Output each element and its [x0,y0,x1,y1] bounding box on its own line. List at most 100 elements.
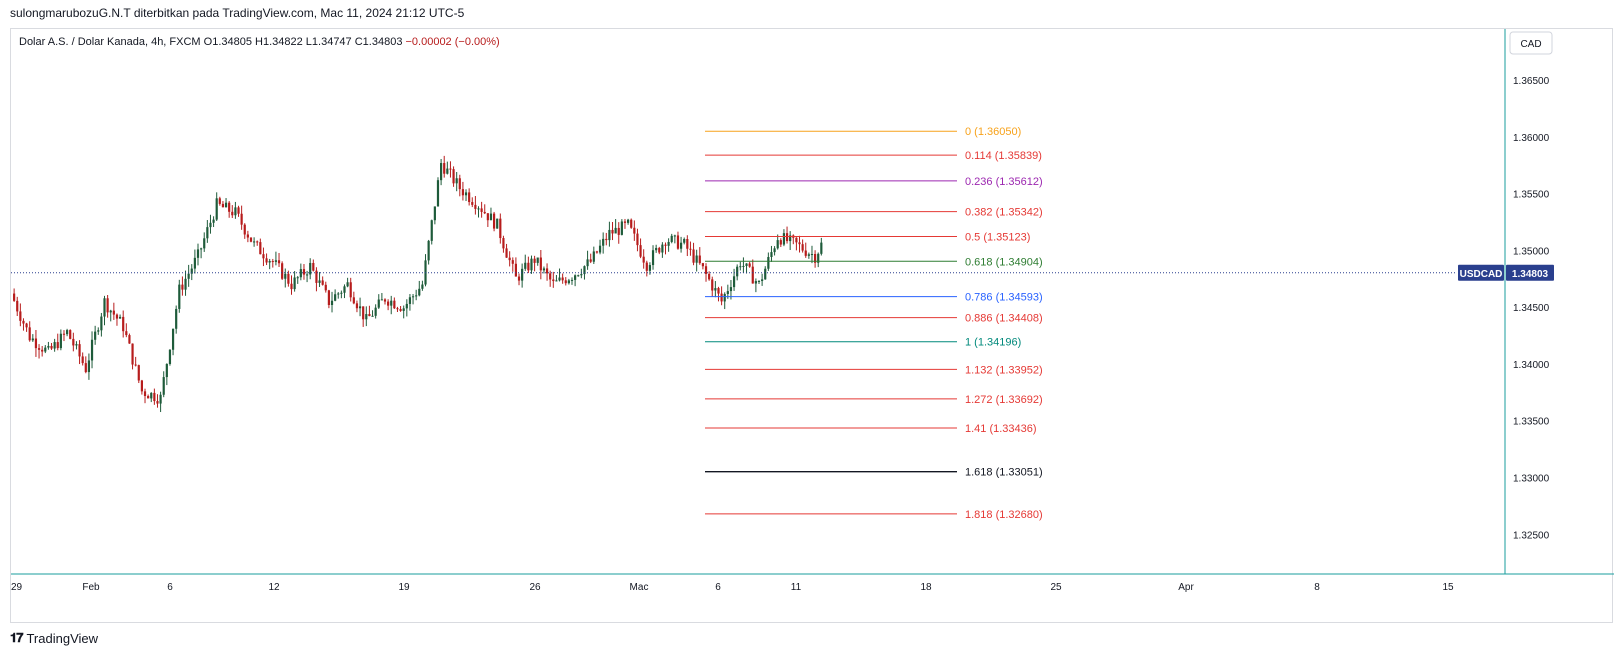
candle-body [651,250,655,266]
candle-body [343,286,346,293]
candle-body [589,259,592,262]
candle-body [658,247,661,253]
candle-body [349,282,352,298]
candle-body [231,211,234,216]
candle-body [492,213,496,229]
candle-body [106,298,109,313]
candle-body [533,258,536,263]
candle-body [228,202,231,212]
candle-body [28,327,31,341]
candle-body [215,198,218,220]
candle-body [776,240,779,249]
fib-level-label: 0.5 (1.35123) [965,231,1030,243]
candles-layer [13,155,823,413]
candle-body [94,331,97,340]
candle-body [754,281,757,284]
candle-body [377,299,380,308]
candle-body [664,244,667,246]
price-change: −0.00002 (−0.00%) [402,36,499,48]
candle-body [708,273,711,280]
fib-level-label: 0.618 (1.34904) [965,256,1043,268]
candle-body [761,279,764,281]
fib-level-label: 1.41 (1.33436) [965,423,1037,435]
candle-body [118,316,122,319]
candle-body [268,261,271,263]
candle-body [732,276,736,288]
candle-body [309,262,312,275]
fib-level-label: 0.886 (1.34408) [965,313,1043,325]
candle-body [692,249,695,263]
fib-level-label: 0 (1.36050) [965,126,1021,138]
candle-body [645,262,648,271]
candle-body [147,396,150,399]
candle-body [72,338,75,346]
candle-body [287,273,290,284]
candle-body [471,202,474,205]
candle-body [346,282,349,287]
candle-body [729,287,733,292]
candle-body [334,294,337,301]
candle-body [44,347,47,352]
candle-body [642,256,645,263]
candle-body [446,168,449,174]
candle-body [723,293,726,302]
candle-body [461,189,465,196]
candle-body [181,284,184,290]
candle-body [112,310,115,315]
candle-body [371,315,374,317]
candle-body [156,401,159,404]
candle-body [655,247,658,251]
candle-body [539,257,542,271]
candle-body [598,245,602,253]
candle-body [109,310,112,313]
candle-body [296,277,299,279]
currency-button[interactable] [1509,31,1553,55]
candle-body [436,180,440,207]
candle-body [25,323,28,328]
candle-body [679,242,683,249]
candle-body [757,280,761,282]
candle-body [150,392,153,399]
candle-body [281,263,284,279]
candle-body [782,233,786,245]
price-tick-label: 1.36000 [1513,133,1550,144]
candle-body [430,220,433,241]
price-tick-label: 1.35500 [1513,190,1550,201]
chart-frame[interactable]: 0 (1.36050) 0.114 (1.35839) 0.236 (1.35612… [10,28,1614,624]
candle-body [131,343,134,365]
candle-body [399,309,402,311]
price-tick-label: 1.32500 [1513,530,1550,541]
candle-body [299,269,302,278]
candle-body [355,303,359,309]
candle-body [171,328,175,350]
candle-body [751,266,754,284]
candle-body [433,206,436,221]
candle-body [62,333,66,335]
candle-body [605,238,608,241]
candle-body [330,300,334,305]
candle-body [259,242,262,255]
last-price-badge [1506,264,1554,281]
candle-body [561,277,564,281]
time-axis[interactable]: 29 Feb 6 12 19 26 Mac 6 11 18 25 Apr 8 15 [11,573,1614,593]
symbol-badge [1458,264,1504,281]
candle-body [22,320,25,324]
price-tick-label: 1.33000 [1513,473,1550,484]
fibonacci-retracement[interactable]: 0 (1.36050) 0.114 (1.35839) 0.236 (1.35612… [705,126,1043,521]
ohlc-close: C1.34803 [352,36,403,48]
candle-body [779,240,782,245]
candle-body [271,261,274,263]
candle-body [440,163,443,181]
price-axis[interactable]: CAD 1.36500 1.36000 1.35500 1.35000 1.34500 1.… [1504,29,1553,574]
candle-body [390,300,393,306]
candle-body [586,259,589,267]
candle-body [552,279,555,282]
fib-level-label: 0.114 (1.35839) [965,150,1042,162]
candle-body [122,316,125,332]
candle-body [517,276,521,281]
candle-body [253,241,256,243]
price-chart[interactable]: 0 (1.36050) 0.114 (1.35839) 0.236 (1.35612… [11,29,1614,624]
fib-level-label: 1.618 (1.33051) [965,467,1043,479]
candle-body [496,218,499,229]
candle-body [290,283,293,290]
